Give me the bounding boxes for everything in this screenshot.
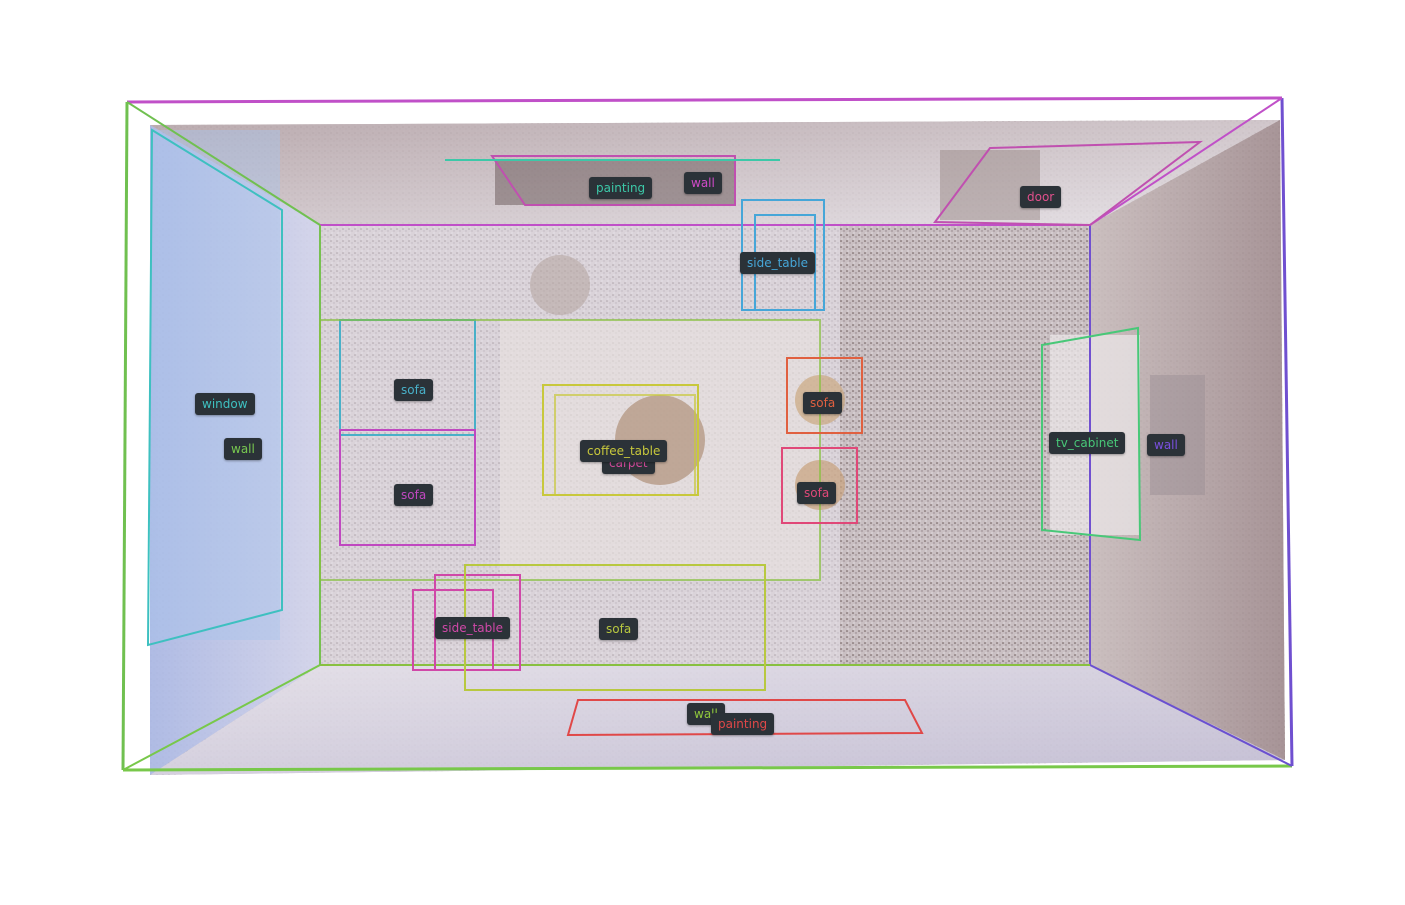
label-sofa-bottom: sofa (599, 618, 639, 640)
label-sofa-left-upper: sofa (394, 379, 434, 401)
label-door: door (1020, 186, 1062, 208)
sofa-right-lower-box (781, 447, 858, 524)
label-coffee-table: coffee_table (580, 440, 668, 462)
window-box (146, 128, 283, 647)
sofa-left-lower-box (339, 429, 476, 546)
label-painting-bottom: painting (711, 713, 775, 735)
label-side-table-top: side_table (740, 252, 815, 274)
label-painting-top: painting (589, 177, 653, 199)
object-boxes (146, 128, 1204, 737)
label-sofa-right-upper: sofa (803, 392, 843, 414)
label-sofa-right-lower: sofa (797, 482, 837, 504)
label-sofa-left-lower: sofa (394, 484, 434, 506)
door-box (933, 140, 1204, 227)
painting-top-box (490, 155, 736, 206)
carpet-box (319, 319, 821, 581)
room-bounding-box (121, 96, 1294, 772)
tv-cabinet-box (1041, 326, 1142, 542)
label-tv-cabinet: tv_cabinet (1049, 432, 1126, 454)
label-wall-top: wall (684, 172, 722, 194)
label-wall-left: wall (224, 438, 262, 460)
label-window: window (195, 393, 255, 415)
sofa-right-upper-box (786, 357, 863, 434)
label-wall-right: wall (1147, 434, 1185, 456)
label-side-table-bottom: side_table (435, 617, 510, 639)
painting-bottom-box (566, 699, 924, 737)
